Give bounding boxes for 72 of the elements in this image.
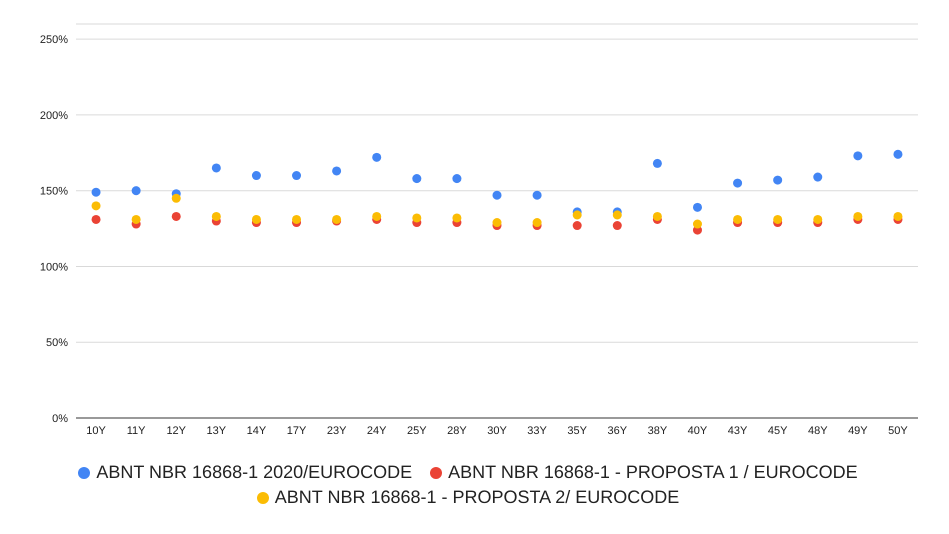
point (372, 152, 382, 162)
x-tick-label: 12Y (166, 424, 187, 437)
y-tick-label: 100% (40, 261, 68, 274)
x-tick-label: 28Y (447, 424, 468, 437)
point (612, 221, 622, 230)
point (532, 218, 542, 228)
point (733, 214, 742, 224)
x-tick-label: 50Y (888, 424, 908, 437)
point (372, 212, 382, 221)
point (252, 214, 261, 224)
point (92, 188, 101, 197)
y-tick-label: 0% (52, 412, 68, 425)
x-tick-label: 14Y (246, 424, 267, 437)
point (492, 190, 502, 200)
x-tick-label: 48Y (808, 424, 828, 437)
point (692, 202, 702, 212)
point (773, 176, 782, 185)
x-tick-label: 17Y (286, 424, 307, 437)
point (572, 221, 582, 230)
point (292, 214, 302, 224)
point (452, 213, 462, 222)
x-tick-label: 38Y (648, 424, 668, 437)
x-tick-label: 23Y (326, 424, 348, 437)
legend-label: ABNT NBR 16868-1 - PROPOSTA 1 / EUROCODE (448, 462, 858, 483)
point (92, 201, 101, 210)
point (292, 171, 302, 180)
point (172, 194, 181, 203)
y-tick-label: 250% (40, 34, 68, 46)
point (813, 214, 822, 224)
point (132, 214, 141, 224)
point (853, 212, 862, 221)
legend-label: ABNT NBR 16868-1 2020/EUROCODE (96, 462, 412, 483)
point (893, 150, 902, 159)
y-tick-label: 150% (40, 186, 68, 198)
y-tick-label: 50% (46, 337, 68, 350)
point (652, 158, 662, 168)
point (692, 220, 702, 229)
point (332, 166, 342, 176)
x-tick-label: 10Y (86, 424, 106, 437)
point (532, 190, 542, 200)
x-tick-label: 40Y (688, 424, 708, 437)
point (412, 174, 422, 184)
x-tick-label: 30Y (487, 424, 508, 437)
point (452, 174, 462, 184)
point (853, 151, 862, 160)
legend-label: ABNT NBR 16868-1 - PROPOSTA 2/ EUROCODE (274, 487, 680, 508)
x-tick-label: 35Y (567, 424, 588, 437)
x-tick-label: 36Y (607, 424, 628, 437)
point (172, 212, 181, 221)
point (652, 212, 662, 221)
point (492, 218, 502, 228)
point (813, 172, 822, 182)
x-tick-label: 24Y (366, 424, 388, 437)
y-tick-label: 200% (40, 110, 68, 122)
x-tick-label: 33Y (527, 424, 548, 437)
point (212, 212, 221, 221)
x-tick-label: 45Y (768, 424, 788, 437)
point (773, 214, 782, 224)
point (212, 163, 221, 172)
point (132, 186, 141, 196)
point (92, 214, 101, 224)
point (572, 210, 582, 220)
x-tick-label: 43Y (728, 424, 748, 437)
x-tick-label: 49Y (848, 424, 868, 437)
x-tick-label: 25Y (407, 424, 428, 437)
x-tick-label: 13Y (206, 424, 227, 437)
x-tick-label: 11Y (126, 424, 146, 437)
point (893, 212, 902, 221)
point (612, 210, 622, 220)
point (412, 213, 422, 222)
point (252, 171, 261, 180)
point (733, 178, 742, 188)
